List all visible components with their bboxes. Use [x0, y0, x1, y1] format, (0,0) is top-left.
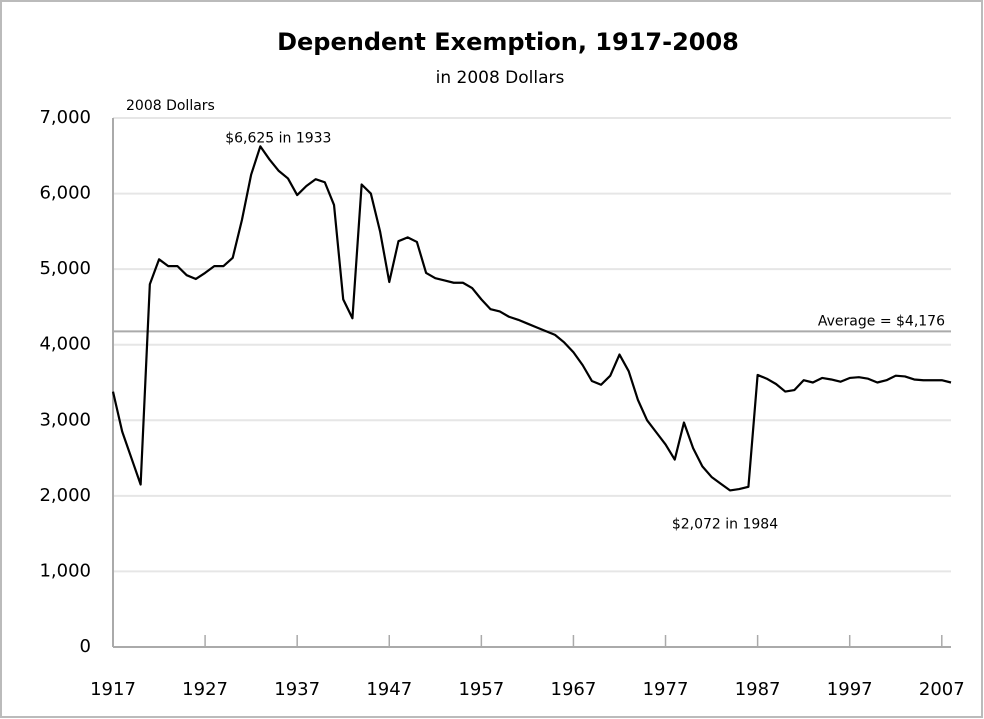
y-tick-label: 5,000: [39, 258, 91, 279]
y-axis-label: 2008 Dollars: [126, 98, 215, 114]
y-tick-label: 3,000: [39, 409, 91, 430]
y-tick-label: 1,000: [39, 560, 91, 581]
y-tick-label: 4,000: [39, 334, 91, 355]
x-tick-label: 1977: [643, 679, 689, 700]
chart-subtitle: in 2008 Dollars: [436, 68, 565, 88]
x-tick-label: 1987: [735, 679, 781, 700]
annotation: $2,072 in 1984: [672, 516, 778, 532]
x-tick-label: 1957: [458, 679, 504, 700]
x-tick-label: 2007: [919, 679, 965, 700]
x-tick-label: 1997: [827, 679, 873, 700]
annotation: $6,625 in 1933: [225, 130, 331, 146]
x-tick-label: 1947: [366, 679, 412, 700]
chart-title: Dependent Exemption, 1917-2008: [277, 28, 739, 56]
x-tick-label: 1917: [90, 679, 136, 700]
x-tick-label: 1937: [274, 679, 320, 700]
y-tick-label: 2,000: [39, 485, 91, 506]
x-tick-label: 1927: [182, 679, 228, 700]
y-tick-label: 6,000: [39, 183, 91, 204]
data-line: [111, 145, 952, 492]
y-tick-label: 0: [80, 636, 91, 657]
x-tick-label: 1967: [551, 679, 597, 700]
average-label: Average = $4,176: [818, 313, 945, 329]
y-tick-label: 7,000: [39, 107, 91, 128]
